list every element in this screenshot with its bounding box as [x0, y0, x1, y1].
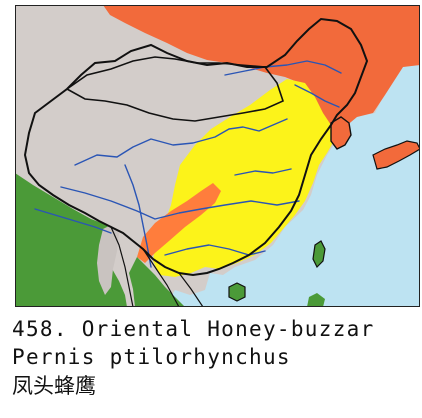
river-pearl: [164, 244, 266, 256]
caption: 458. Oriental Honey-buzzar Pernis ptilor…: [12, 315, 422, 401]
japan-border: [372, 140, 420, 170]
map-frame: [15, 5, 420, 307]
southeast-asia-borders: [110, 226, 204, 307]
river-network: [34, 60, 342, 268]
river-amur: [224, 60, 342, 76]
taiwan-border: [312, 240, 326, 269]
winter-range-hainan-area: [307, 293, 325, 307]
river-songhua: [294, 84, 340, 108]
breeding-range-north: [103, 5, 420, 133]
river-brahmaputra: [34, 208, 112, 234]
river-mekong: [124, 164, 152, 268]
migration-range: [153, 79, 335, 277]
species-title: 458. Oriental Honey-buzzar: [12, 317, 375, 341]
japan-islands: [373, 141, 420, 169]
range-map: [15, 5, 420, 307]
river-yellow: [74, 118, 288, 166]
river-yangtze: [60, 186, 300, 220]
range-map-svg: [15, 5, 420, 307]
chinese-name: 凤头蜂鹰: [12, 374, 96, 398]
mongolia-border: [65, 56, 284, 122]
hainan-island: [229, 283, 245, 301]
resident-range-southwest: [137, 183, 221, 263]
winter-range-indochina: [129, 257, 185, 307]
scientific-name: Pernis ptilorhynchus: [12, 345, 291, 369]
river-huai: [234, 168, 292, 176]
taiwan-island: [313, 241, 325, 267]
korea-border: [330, 116, 352, 150]
hainan-border: [228, 282, 246, 302]
gray-gap-south: [97, 225, 119, 295]
korean-peninsula: [331, 117, 351, 149]
